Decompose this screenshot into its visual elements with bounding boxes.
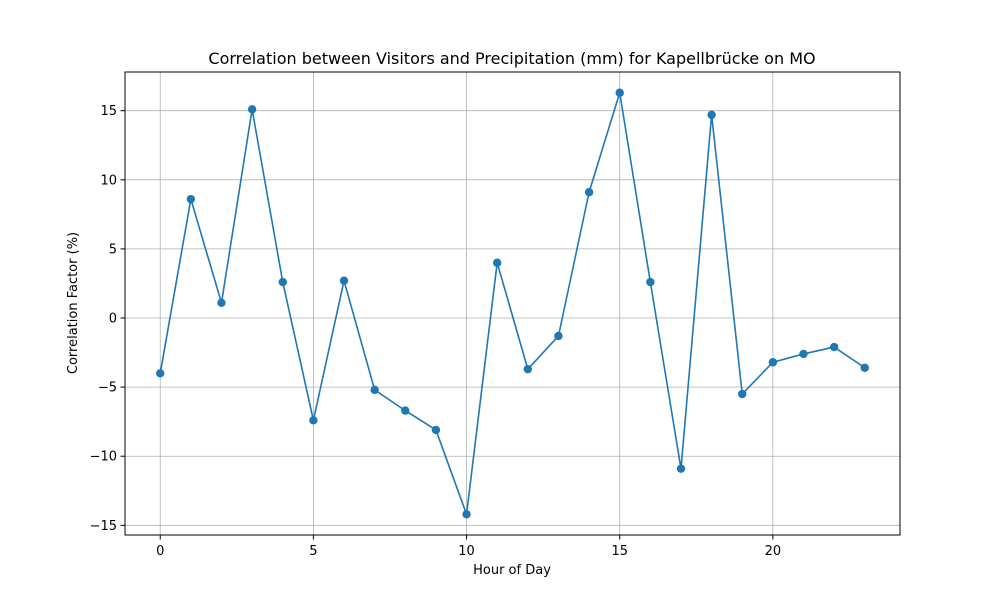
data-point <box>217 298 226 308</box>
data-point <box>615 88 624 97</box>
data-point <box>370 385 379 395</box>
x-axis-label: Hour of Day <box>473 563 551 578</box>
data-point <box>676 464 686 473</box>
series-layer <box>156 88 869 519</box>
x-tick-label: 5 <box>309 544 317 559</box>
y-tick-label: 0 <box>109 312 117 327</box>
data-point <box>186 194 196 204</box>
x-tick-label: 10 <box>458 544 475 559</box>
data-point <box>584 188 594 197</box>
data-point <box>309 416 318 425</box>
data-point <box>554 331 563 341</box>
series-line <box>159 91 866 516</box>
y-tick-label: 10 <box>100 173 117 188</box>
data-point <box>247 105 257 114</box>
y-tick-label: −10 <box>90 450 117 465</box>
data-point <box>339 276 349 285</box>
y-tick-label: 15 <box>100 104 117 119</box>
y-tick-label: −5 <box>98 381 117 396</box>
data-point <box>401 406 410 415</box>
x-tick-label: 15 <box>611 544 628 559</box>
data-point <box>738 389 747 399</box>
grid-layer <box>125 72 900 535</box>
axes-layer: 0 5 10 15 20 −15 −10 −5 0 5 10 15 <box>90 71 901 559</box>
x-tick-label: 20 <box>765 544 782 559</box>
data-point <box>462 510 471 519</box>
data-point <box>768 358 778 367</box>
data-point <box>707 110 716 120</box>
y-tick-label: −15 <box>90 519 117 534</box>
data-point <box>431 425 441 435</box>
x-tick-label: 0 <box>156 544 164 559</box>
data-point <box>523 364 533 374</box>
data-point <box>799 349 808 359</box>
chart-title: Correlation between Visitors and Precipi… <box>208 49 815 68</box>
data-point <box>829 342 839 352</box>
data-point <box>156 369 165 378</box>
y-tick-label: 5 <box>109 242 117 257</box>
data-point <box>646 277 655 287</box>
plot-frame <box>124 71 901 536</box>
data-point <box>278 277 287 287</box>
data-point <box>492 258 502 267</box>
y-axis-label: Correlation Factor (%) <box>66 232 81 374</box>
data-point <box>860 363 869 372</box>
